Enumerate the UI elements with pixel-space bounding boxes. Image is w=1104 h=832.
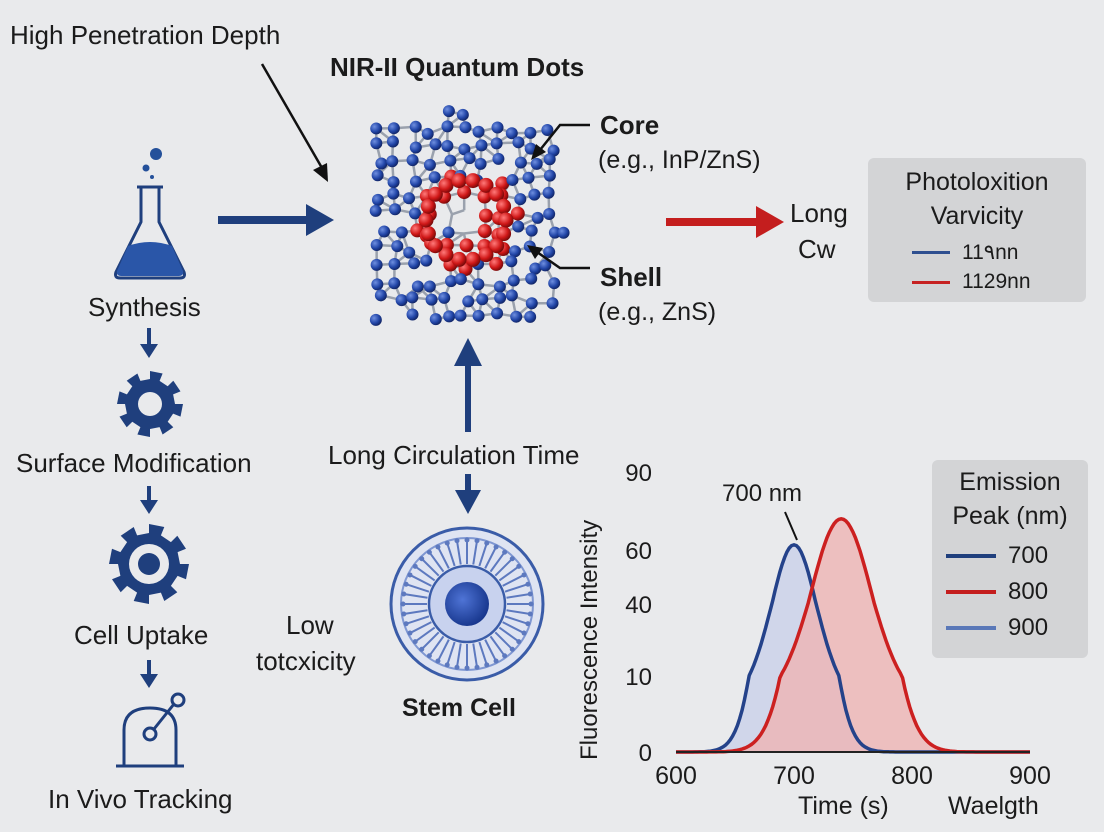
- annotation-pointer: [784, 511, 798, 541]
- stem-cell-icon: [389, 526, 545, 682]
- step-surface-modification: Surface Modification: [16, 448, 252, 478]
- x-tick-label: 800: [891, 762, 933, 790]
- photo-legend-title-1: Photoloxition: [905, 168, 1049, 196]
- emission-legend-item: 800: [946, 578, 1048, 606]
- core-pointer: [531, 123, 590, 160]
- emission-legend-item: 900: [946, 614, 1048, 642]
- chart-xlabel: Time (s): [798, 792, 889, 820]
- flask-icon: [114, 148, 186, 280]
- long-cw-line2: Cw‏: [798, 234, 836, 264]
- step-synthesis: Synthesis: [88, 292, 201, 322]
- legend-item-label: 800: [1008, 578, 1049, 605]
- penetration-label: High Penetration Depth: [10, 20, 281, 50]
- y-tick-label: 40: [625, 592, 652, 619]
- step-arrow-2: [140, 486, 158, 514]
- emission-legend-title-2: Peak (nm): [952, 502, 1068, 530]
- series-area-700: [676, 544, 1030, 752]
- y-tick-label: 0: [639, 740, 652, 767]
- x-tick-label: 700: [773, 762, 815, 790]
- shell-example: (e.g., ZnS): [598, 298, 717, 326]
- emission-legend-item: 700: [946, 542, 1048, 570]
- chart-ylabel: Fluorescence Intensity: [576, 519, 603, 760]
- legend-swatch: [946, 590, 996, 594]
- long-cw-line1: Long: [790, 198, 848, 228]
- y-tick-label: 90: [625, 460, 652, 487]
- y-tick-label: 10: [625, 664, 652, 691]
- core-label: Core: [600, 110, 660, 140]
- step-in-vivo-tracking: In Vivo Tracking: [48, 784, 233, 814]
- photo-legend-item: 1129nn: [912, 270, 1031, 294]
- circulation-label: Long Circulation Time: [328, 440, 580, 470]
- series-area-800: [676, 518, 1030, 752]
- legend-item-label: 1129nn: [962, 270, 1031, 293]
- chart-xlabel-secondary: Waelgth: [948, 792, 1039, 820]
- photo-legend-title-2: Varvicity: [930, 202, 1024, 230]
- qd-to-emission-arrow: [666, 206, 784, 238]
- step-arrow-3: [140, 660, 158, 688]
- legend-item-label: 11٩nn: [962, 241, 1019, 264]
- x-tick-label: 600: [655, 762, 697, 790]
- x-tick-label: 900: [1009, 762, 1051, 790]
- photo-legend-item: 11٩nn: [912, 240, 1018, 265]
- step-cell-uptake: Cell Uptake: [74, 620, 209, 650]
- synthesis-to-qd-arrow: [218, 204, 334, 236]
- shell-label: Shell: [600, 262, 663, 292]
- chart-annotation: 700 nm: [722, 480, 803, 507]
- circulation-up-arrow: [454, 338, 482, 432]
- circulation-down-arrow: [455, 474, 481, 514]
- step-arrow-1: [140, 328, 158, 358]
- low-toxicity-line1: Low: [286, 610, 334, 640]
- legend-swatch: [912, 251, 950, 254]
- emission-legend-title-1: Emission: [959, 468, 1061, 496]
- tracking-icon: [116, 692, 186, 768]
- y-tick-label: 60: [625, 538, 652, 565]
- legend-item-label: 700: [1008, 542, 1049, 569]
- legend-swatch: [912, 280, 950, 284]
- stem-cell-label: Stem Cell: [402, 694, 516, 722]
- emission-legend: Emission Peak (nm) 700 800 900: [932, 460, 1088, 658]
- low-toxicity-line2: totcxicity: [256, 646, 356, 676]
- legend-swatch: [946, 554, 996, 558]
- gear-icon: [117, 371, 183, 437]
- gear-icon: [109, 524, 189, 604]
- photo-legend: Photoloxition Varvicity 11٩nn 1129nn: [868, 158, 1086, 302]
- shell-pointer: [527, 245, 590, 270]
- penetration-arrow: [260, 63, 328, 182]
- legend-swatch: [946, 626, 996, 630]
- quantum-dot-cluster: [369, 105, 570, 326]
- legend-item-label: 900: [1008, 614, 1049, 641]
- core-example: (e.g., InP/ZnS): [598, 146, 761, 174]
- qd-title: NIR-II Quantum Dots: [330, 52, 585, 82]
